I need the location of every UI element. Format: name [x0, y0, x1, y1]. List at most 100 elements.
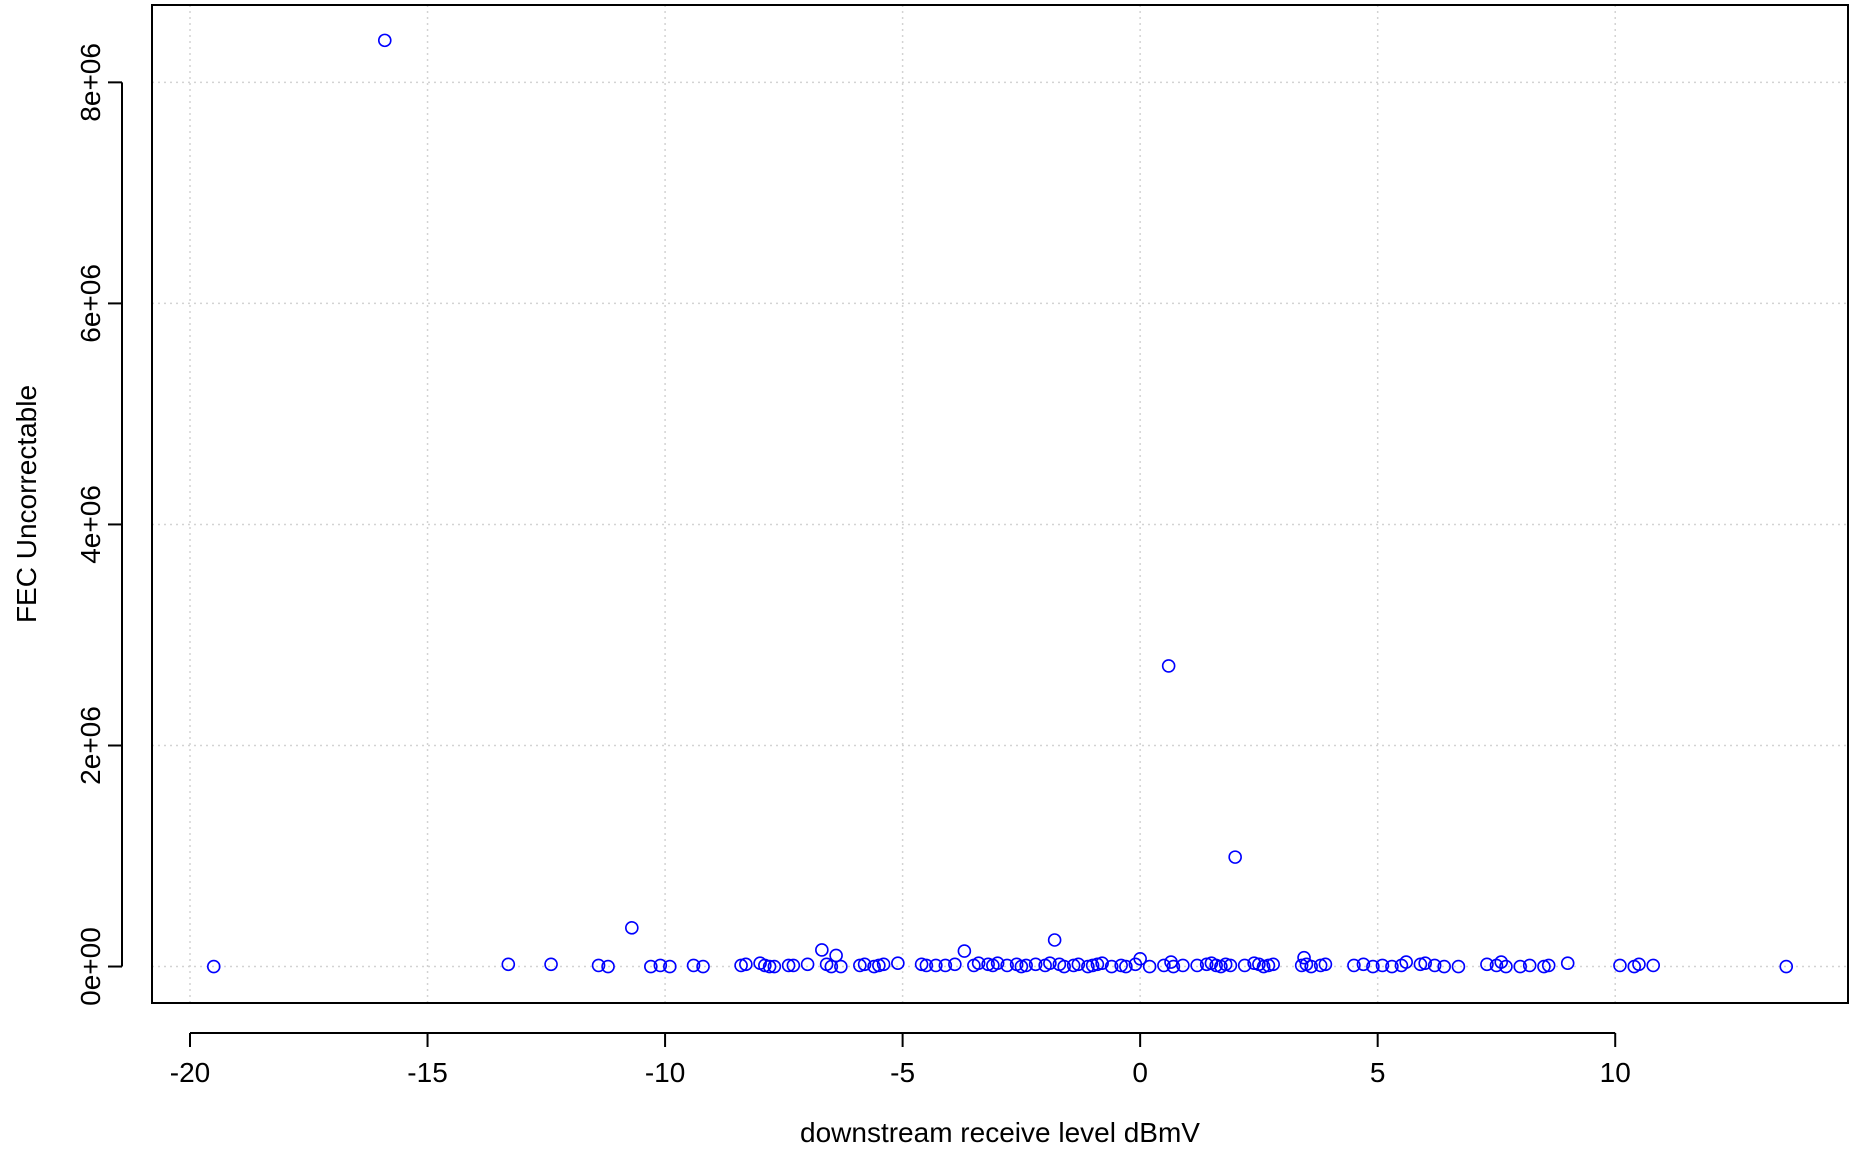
data-point: [815, 943, 829, 957]
data-point: [1522, 958, 1537, 973]
data-point: [834, 959, 848, 974]
data-point: [1081, 959, 1095, 974]
data-points: [206, 33, 1794, 974]
data-point: [1375, 958, 1390, 973]
y-tick-label: 2e+06: [75, 706, 106, 785]
grid: [152, 5, 1848, 1003]
data-point: [1418, 956, 1432, 971]
data-point: [1266, 957, 1280, 972]
data-point: [1095, 956, 1109, 971]
data-point: [1541, 958, 1556, 973]
data-point: [644, 959, 658, 974]
data-point: [1646, 958, 1661, 973]
data-point: [767, 959, 782, 974]
data-point: [786, 958, 801, 973]
data-point: [1256, 959, 1271, 974]
data-point: [653, 958, 668, 973]
x-tick-label: -20: [170, 1057, 210, 1088]
y-tick-label: 4e+06: [75, 485, 106, 564]
data-point: [686, 958, 701, 973]
x-tick-label: 5: [1370, 1057, 1386, 1088]
data-point: [914, 957, 929, 972]
x-tick-label: 0: [1132, 1057, 1148, 1088]
data-point: [1356, 957, 1371, 972]
data-point: [1176, 958, 1190, 973]
data-point: [762, 959, 777, 974]
data-point: [1613, 958, 1627, 973]
data-point: [1057, 959, 1071, 974]
data-point: [663, 959, 677, 974]
data-point: [696, 959, 710, 974]
x-tick-label: -15: [407, 1057, 447, 1088]
data-point: [948, 957, 962, 972]
y-tick-label: 0e+00: [75, 927, 106, 1006]
data-point: [1451, 959, 1466, 974]
data-point: [853, 958, 867, 973]
data-point: [872, 958, 886, 973]
data-point: [919, 958, 934, 973]
data-point: [981, 957, 995, 972]
data-point: [1304, 959, 1318, 974]
data-point: [1494, 955, 1508, 969]
data-point: [544, 957, 558, 972]
data-point: [739, 957, 753, 972]
data-point: [1199, 957, 1214, 972]
x-tick-label: -5: [890, 1057, 915, 1088]
data-point: [990, 956, 1005, 971]
data-point: [1104, 959, 1119, 974]
data-point: [625, 921, 639, 935]
data-point: [1014, 959, 1029, 974]
data-point: [1779, 959, 1794, 974]
data-point: [1142, 959, 1157, 974]
plot-frame: [151, 4, 1849, 1004]
data-point: [1161, 659, 1176, 673]
data-point: [591, 958, 606, 973]
data-point: [377, 33, 392, 48]
data-point: [1385, 959, 1399, 974]
y-tick-label: 6e+06: [75, 264, 106, 343]
data-point: [1157, 958, 1171, 973]
data-point: [1071, 957, 1086, 972]
data-point: [501, 957, 516, 972]
data-point: [857, 957, 872, 972]
data-point: [1366, 959, 1380, 974]
y-axis-label: FEC Uncorrectable: [11, 385, 42, 623]
data-point: [938, 958, 953, 973]
data-point: [876, 957, 891, 972]
data-point: [1066, 958, 1081, 973]
data-point: [1218, 957, 1233, 972]
data-point: [1499, 959, 1513, 974]
data-point: [1228, 850, 1242, 864]
data-point: [1133, 951, 1147, 966]
data-point: [1166, 959, 1181, 974]
data-point: [1427, 958, 1442, 973]
data-point: [1313, 958, 1328, 973]
data-point: [929, 958, 943, 973]
data-point: [1480, 957, 1494, 972]
x-tick-label: 10: [1600, 1057, 1631, 1088]
data-point: [829, 948, 843, 963]
x-axis: -20 -15 -10 -5 0 5 10: [170, 1032, 1631, 1088]
data-point: [734, 958, 748, 973]
data-point: [1043, 956, 1057, 971]
data-point: [1318, 957, 1333, 972]
x-tick-label: -10: [645, 1057, 685, 1088]
data-point: [1413, 957, 1428, 972]
data-point: [1090, 957, 1105, 972]
data-point: [1437, 959, 1451, 974]
data-point: [206, 959, 221, 974]
data-point: [824, 959, 839, 974]
y-tick-label: 8e+06: [75, 43, 106, 122]
data-point: [867, 959, 881, 974]
data-point: [758, 958, 772, 973]
data-point: [1209, 958, 1223, 973]
x-axis-label: downstream receive level dBmV: [800, 1117, 1200, 1148]
y-axis: 0e+00 2e+06 4e+06 6e+06 8e+06: [75, 43, 123, 1006]
data-point: [1261, 958, 1276, 973]
data-point: [1237, 958, 1252, 973]
data-point: [800, 957, 815, 972]
data-point: [1297, 950, 1311, 965]
data-point: [1190, 958, 1204, 973]
